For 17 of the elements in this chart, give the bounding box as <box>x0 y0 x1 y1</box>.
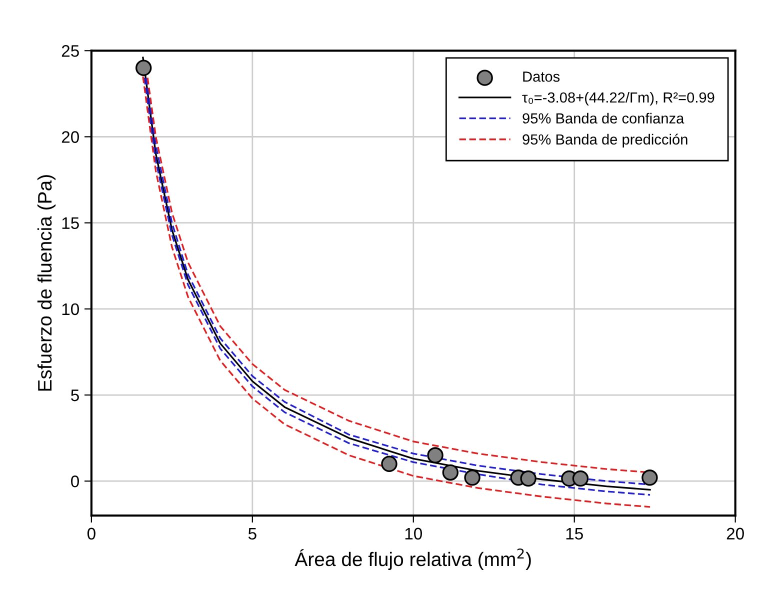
x-tick-label: 15 <box>566 528 583 540</box>
legend-label: 95% Banda de confianza <box>522 112 684 124</box>
y-tick-label: 15 <box>62 217 79 230</box>
x-tick-label: 10 <box>405 528 422 540</box>
y-tick-label: 10 <box>62 303 79 316</box>
y-tick-label: 20 <box>62 131 79 143</box>
y-axis-title: Esfuerzo de fluencia (Pa) <box>37 175 56 391</box>
x-axis-title: Área de flujo relativa (mm$^{2}$) <box>294 548 531 570</box>
y-tick-label: 25 <box>62 45 79 57</box>
x-tick-label: 20 <box>726 528 744 540</box>
legend-label: 95% Banda de predicción <box>522 134 688 148</box>
x-tick-label: 0 <box>87 528 96 540</box>
x-tick-label: 5 <box>248 528 256 540</box>
y-tick-label: 0 <box>71 476 79 488</box>
legend-label: Datos <box>523 72 560 82</box>
legend-label: τ₀=-3.08+(44.22/Γm), R²=0.99 <box>522 92 714 106</box>
y-tick-label: 5 <box>71 390 79 402</box>
